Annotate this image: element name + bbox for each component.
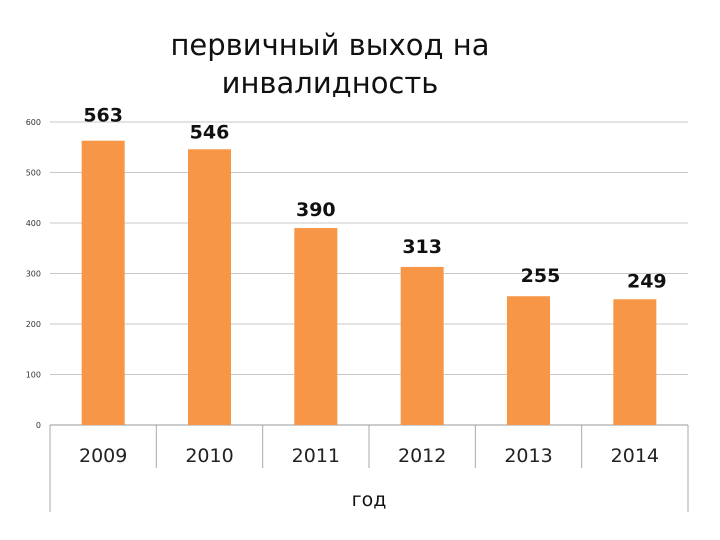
data-label-2011: 390 [296,199,336,221]
data-labels: 563 546 390 313 255 249 [83,105,666,293]
bar-2011 [294,228,338,425]
data-label-2009: 563 [83,105,123,127]
chart-title: первичный выход на инвалидность [170,28,490,100]
category-label-2009: 2009 [79,445,127,467]
y-tick-label: 300 [26,270,41,279]
category-label-2014: 2014 [611,445,659,467]
bars [81,140,657,425]
y-tick-label: 500 [26,169,41,178]
data-label-2012: 313 [402,236,442,258]
category-label-2012: 2012 [398,445,446,467]
bar-2014 [613,299,657,425]
y-tick-label: 600 [26,118,41,127]
category-label-2011: 2011 [292,445,340,467]
bar-2010 [188,149,231,425]
x-axis-categories: 2009 2010 2011 2012 2013 2014 [79,445,659,467]
bar-2009 [81,140,125,425]
category-label-2013: 2013 [504,445,552,467]
y-tick-label: 400 [26,219,41,228]
category-label-2010: 2010 [185,445,233,467]
data-label-2010: 546 [190,121,230,143]
bar-2012 [400,266,444,425]
y-tick-label: 100 [26,371,41,380]
y-tick-label: 0 [36,421,41,430]
category-axis-frame [49,424,689,512]
y-axis-ticks: 0 100 200 300 400 500 600 [26,118,41,430]
bar-2013 [507,296,550,425]
gridlines [50,121,688,426]
data-label-2013: 255 [521,265,561,287]
y-tick-label: 200 [26,320,41,329]
data-label-2014: 249 [627,270,667,292]
x-axis-label: год [352,489,387,511]
